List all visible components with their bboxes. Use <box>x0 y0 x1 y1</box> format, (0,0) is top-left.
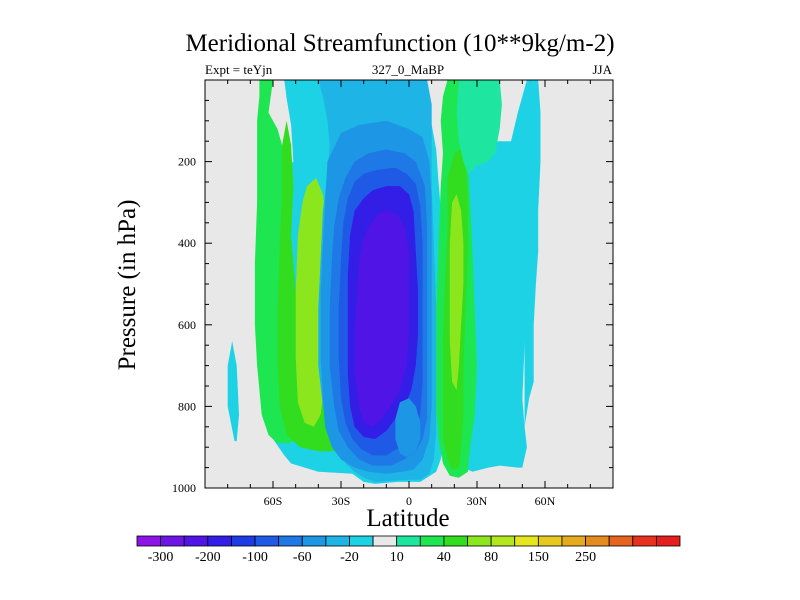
contour-region-19 <box>395 398 421 458</box>
x-tick-label: 60N <box>535 494 556 508</box>
x-tick-label: 60S <box>264 494 283 508</box>
period-label: 327_0_MaBP <box>371 62 445 77</box>
colorbar-swatch <box>254 535 280 547</box>
colorbar-swatch <box>396 535 421 547</box>
colorbar-label: -60 <box>293 550 312 565</box>
colorbar-swatch <box>490 535 516 547</box>
colorbar-label: 80 <box>484 550 498 565</box>
colorbar-swatch <box>207 535 232 547</box>
colorbar-swatch <box>325 535 350 547</box>
y-tick-label: 800 <box>178 399 196 413</box>
contour-region-3 <box>524 80 541 427</box>
colorbar-label: 10 <box>390 550 404 565</box>
colorbar-swatch <box>467 535 492 547</box>
contour-region-9 <box>449 194 464 391</box>
colorbar-swatch <box>537 535 563 547</box>
colorbar-swatch <box>514 535 539 547</box>
colorbar-swatch <box>419 535 445 547</box>
colorbar-swatch <box>136 535 162 547</box>
contour-region-5 <box>277 120 353 452</box>
colorbar-swatch <box>349 535 374 547</box>
colorbar-label: 150 <box>528 550 549 565</box>
x-tick-label: 30S <box>332 494 351 508</box>
season-label: JJA <box>592 62 612 77</box>
y-axis: 200 400 600 800 1000 <box>172 99 613 495</box>
y-tick-label: 400 <box>178 236 196 250</box>
colorbar-swatch <box>561 535 586 547</box>
contour-regions <box>227 80 541 484</box>
y-tick-label: 1000 <box>172 481 196 495</box>
x-axis: 60S 30S 0 30N 60N <box>227 80 591 508</box>
chart-title: Meridional Streamfunction (10**9kg/m-2) <box>185 30 615 57</box>
colorbar-label: -200 <box>195 550 221 565</box>
colorbar-label: -100 <box>242 550 268 565</box>
contour-region-0 <box>227 341 239 442</box>
colorbar-swatch <box>160 535 185 547</box>
x-axis-label: Latitude <box>366 505 450 532</box>
colorbar-swatch <box>608 535 634 547</box>
x-tick-label: 30N <box>467 494 488 508</box>
colorbar-swatch <box>585 535 610 547</box>
contour-region-18 <box>354 210 409 427</box>
colorbar-label: -20 <box>340 550 359 565</box>
experiment-label: Expt = teYjn <box>205 62 273 77</box>
colorbar-swatch <box>632 535 657 547</box>
colorbar-swatch <box>655 535 681 547</box>
colorbar-swatch <box>183 535 209 547</box>
colorbar-label: -300 <box>148 550 174 565</box>
colorbar-label: 250 <box>575 550 596 565</box>
contour-region-11 <box>483 226 523 464</box>
colorbar-swatch <box>278 535 303 547</box>
colorbar-swatch <box>231 535 256 547</box>
colorbar-swatch <box>301 535 327 547</box>
contour-region-10 <box>456 80 502 174</box>
y-tick-label: 200 <box>178 155 196 169</box>
colorbar: -300 -200 -100 -60 -20 10 40 80 150 250 <box>136 535 681 565</box>
colorbar-label: 40 <box>437 550 451 565</box>
colorbar-swatch <box>372 535 398 547</box>
colorbar-swatch <box>443 535 468 547</box>
y-tick-label: 600 <box>178 318 196 332</box>
x-tick-label: 0 <box>406 494 412 508</box>
